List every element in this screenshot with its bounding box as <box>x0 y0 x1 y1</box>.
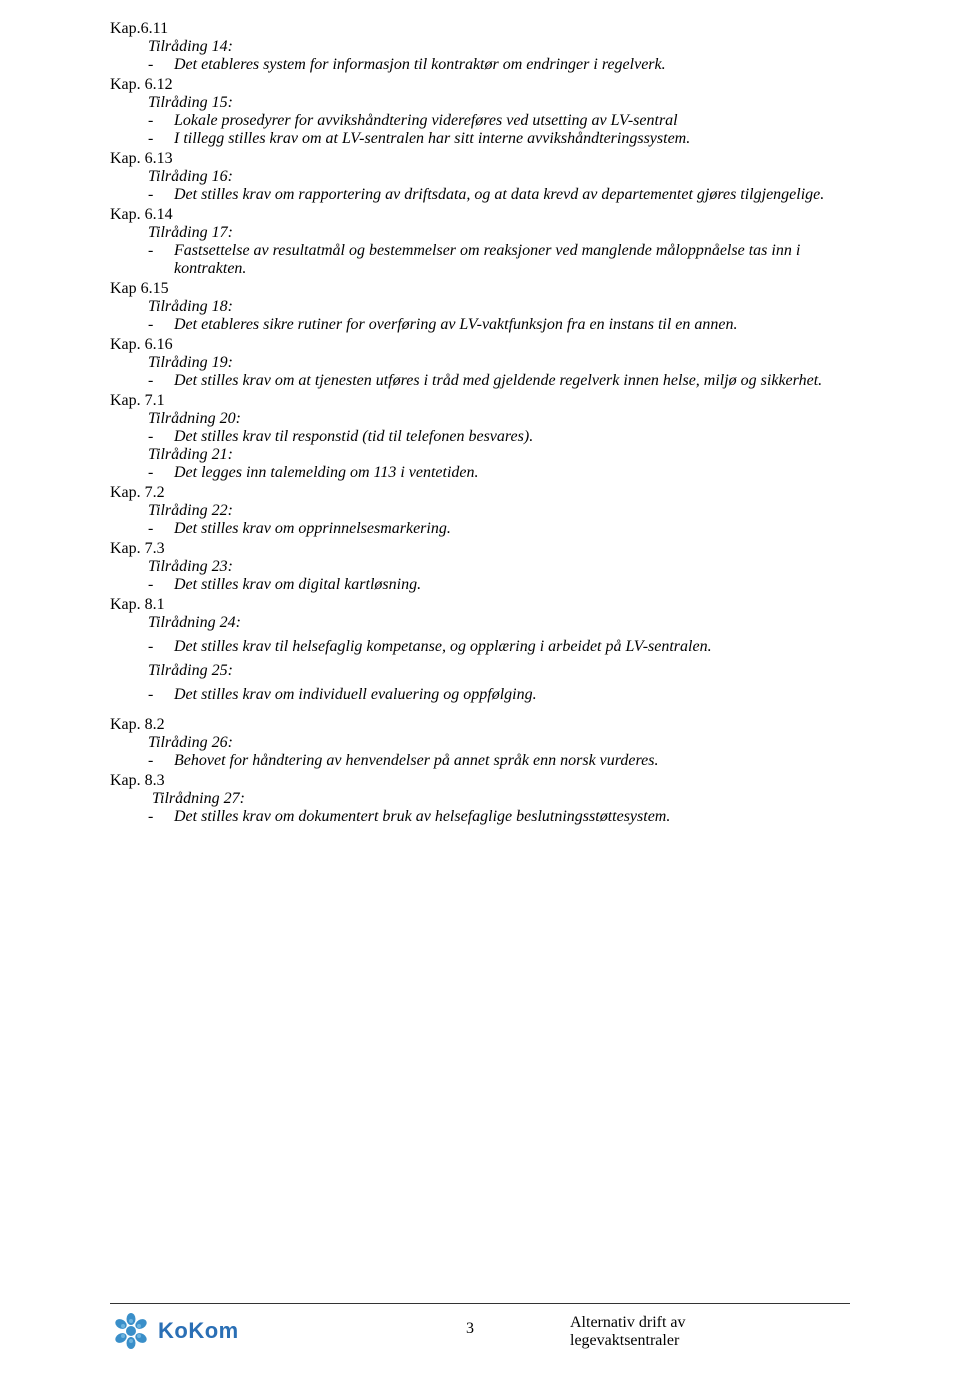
recommendation-label: Tilråding 14: <box>148 38 850 56</box>
bullet-text: Det etableres system for informasjon til… <box>174 56 850 74</box>
bullet-dash: - <box>148 638 174 656</box>
chapter-label: Kap.6.11 <box>110 20 850 38</box>
bullet-text: Det stilles krav til responstid (tid til… <box>174 428 850 446</box>
bullet-text: I tillegg stilles krav om at LV-sentrale… <box>174 130 850 148</box>
recommendation-label: Tilråding 26: <box>148 734 850 752</box>
footer-divider <box>110 1303 850 1304</box>
bullet-dash: - <box>148 686 174 704</box>
chapter-section: Kap. 7.3Tilråding 23:-Det stilles krav o… <box>110 540 850 594</box>
chapter-label: Kap. 8.2 <box>110 716 850 734</box>
bullet-text: Det stilles krav om digital kartløsning. <box>174 576 850 594</box>
footer-logo-text: KoKom <box>158 1318 239 1344</box>
footer-logo: KoKom <box>110 1312 430 1350</box>
chapter-label: Kap. 8.3 <box>110 772 850 790</box>
page-number: 3 <box>430 1312 510 1338</box>
bullet-dash: - <box>148 316 174 334</box>
bullet-dash: - <box>148 428 174 446</box>
bullet-dash: - <box>148 372 174 390</box>
recommendation-bullet: -Behovet for håndtering av henvendelser … <box>148 752 850 770</box>
bullet-dash: - <box>148 130 174 148</box>
footer-right-line2: legevaktsentraler <box>570 1332 850 1350</box>
chapter-section: Kap. 6.12Tilråding 15:-Lokale prosedyrer… <box>110 76 850 148</box>
recommendation-bullet: -Det stilles krav om rapportering av dri… <box>148 186 850 204</box>
recommendation-label: Tilråding 23: <box>148 558 850 576</box>
chapter-section: Kap. 8.2Tilråding 26:-Behovet for håndte… <box>110 716 850 770</box>
bullet-text: Det stilles krav om individuell evalueri… <box>174 686 850 704</box>
bullet-text: Det stilles krav om rapportering av drif… <box>174 186 850 204</box>
bullet-dash: - <box>148 752 174 770</box>
chapter-section: Kap. 7.1Tilrådning 20:-Det stilles krav … <box>110 392 850 482</box>
chapter-label: Kap. 7.2 <box>110 484 850 502</box>
chapter-label: Kap. 7.3 <box>110 540 850 558</box>
recommendation-label: Tilrådning 27: <box>152 790 850 808</box>
recommendation-label: Tilråding 22: <box>148 502 850 520</box>
bullet-dash: - <box>148 242 174 260</box>
chapter-label: Kap. 6.13 <box>110 150 850 168</box>
bullet-text: Det stilles krav om dokumentert bruk av … <box>174 808 850 826</box>
chapter-section: Kap. 8.1Tilrådning 24:-Det stilles krav … <box>110 596 850 704</box>
bullet-dash: - <box>148 808 174 826</box>
document-body: Kap.6.11Tilråding 14:-Det etableres syst… <box>110 20 850 826</box>
footer-right-line1: Alternativ drift av <box>570 1314 850 1332</box>
chapter-label: Kap. 7.1 <box>110 392 850 410</box>
bullet-dash: - <box>148 112 174 130</box>
chapter-label: Kap. 6.16 <box>110 336 850 354</box>
recommendation-label: Tilråding 18: <box>148 298 850 316</box>
bullet-text: Fastsettelse av resultatmål og bestemmel… <box>174 242 850 278</box>
chapter-section: Kap. 6.13Tilråding 16:-Det stilles krav … <box>110 150 850 204</box>
recommendation-bullet: -Det stilles krav om individuell evaluer… <box>148 686 850 704</box>
recommendation-bullet: -Det etableres system for informasjon ti… <box>148 56 850 74</box>
bullet-dash: - <box>148 464 174 482</box>
chapter-label: Kap. 6.12 <box>110 76 850 94</box>
chapter-label: Kap. 6.14 <box>110 206 850 224</box>
chapter-section: Kap. 6.16Tilråding 19:-Det stilles krav … <box>110 336 850 390</box>
chapter-section: Kap.6.11Tilråding 14:-Det etableres syst… <box>110 20 850 74</box>
recommendation-label: Tilråding 21: <box>148 446 850 464</box>
chapter-section: Kap. 6.14Tilråding 17:-Fastsettelse av r… <box>110 206 850 278</box>
bullet-dash: - <box>148 186 174 204</box>
bullet-dash: - <box>148 576 174 594</box>
recommendation-bullet: -Fastsettelse av resultatmål og bestemme… <box>148 242 850 278</box>
recommendation-label: Tilråding 15: <box>148 94 850 112</box>
bullet-text: Behovet for håndtering av henvendelser p… <box>174 752 850 770</box>
recommendation-bullet: -Lokale prosedyrer for avvikshåndtering … <box>148 112 850 130</box>
recommendation-bullet: -Det stilles krav om opprinnelsesmarkeri… <box>148 520 850 538</box>
bullet-text: Det etableres sikre rutiner for overføri… <box>174 316 850 334</box>
recommendation-bullet: -Det stilles krav til helsefaglig kompet… <box>148 638 850 656</box>
recommendation-bullet: -Det stilles krav om at tjenesten utføre… <box>148 372 850 390</box>
footer-right-text: Alternativ drift av legevaktsentraler <box>510 1312 850 1350</box>
bullet-dash: - <box>148 520 174 538</box>
recommendation-label: Tilråding 25: <box>148 662 850 680</box>
chapter-section: Kap 6.15Tilråding 18:-Det etableres sikr… <box>110 280 850 334</box>
recommendation-bullet: -Det legges inn talemelding om 113 i ven… <box>148 464 850 482</box>
bullet-text: Lokale prosedyrer for avvikshåndtering v… <box>174 112 850 130</box>
recommendation-label: Tilråding 17: <box>148 224 850 242</box>
page-footer: KoKom 3 Alternativ drift av legevaktsent… <box>0 1303 960 1350</box>
bullet-text: Det stilles krav til helsefaglig kompeta… <box>174 638 850 656</box>
recommendation-label: Tilrådning 24: <box>148 614 850 632</box>
chapter-label: Kap 6.15 <box>110 280 850 298</box>
recommendation-bullet: -Det stilles krav om digital kartløsning… <box>148 576 850 594</box>
chapter-section: Kap. 7.2Tilråding 22:-Det stilles krav o… <box>110 484 850 538</box>
recommendation-label: Tilråding 16: <box>148 168 850 186</box>
recommendation-label: Tilråding 19: <box>148 354 850 372</box>
bullet-dash: - <box>148 56 174 74</box>
kokom-logo-icon <box>110 1312 152 1350</box>
recommendation-bullet: -I tillegg stilles krav om at LV-sentral… <box>148 130 850 148</box>
chapter-section: Kap. 8.3Tilrådning 27:-Det stilles krav … <box>110 772 850 826</box>
recommendation-label: Tilrådning 20: <box>148 410 850 428</box>
recommendation-bullet: -Det stilles krav til responstid (tid ti… <box>148 428 850 446</box>
bullet-text: Det stilles krav om at tjenesten utføres… <box>174 372 850 390</box>
bullet-text: Det legges inn talemelding om 113 i vent… <box>174 464 850 482</box>
bullet-text: Det stilles krav om opprinnelsesmarkerin… <box>174 520 850 538</box>
chapter-label: Kap. 8.1 <box>110 596 850 614</box>
recommendation-bullet: -Det stilles krav om dokumentert bruk av… <box>148 808 850 826</box>
recommendation-bullet: -Det etableres sikre rutiner for overfør… <box>148 316 850 334</box>
